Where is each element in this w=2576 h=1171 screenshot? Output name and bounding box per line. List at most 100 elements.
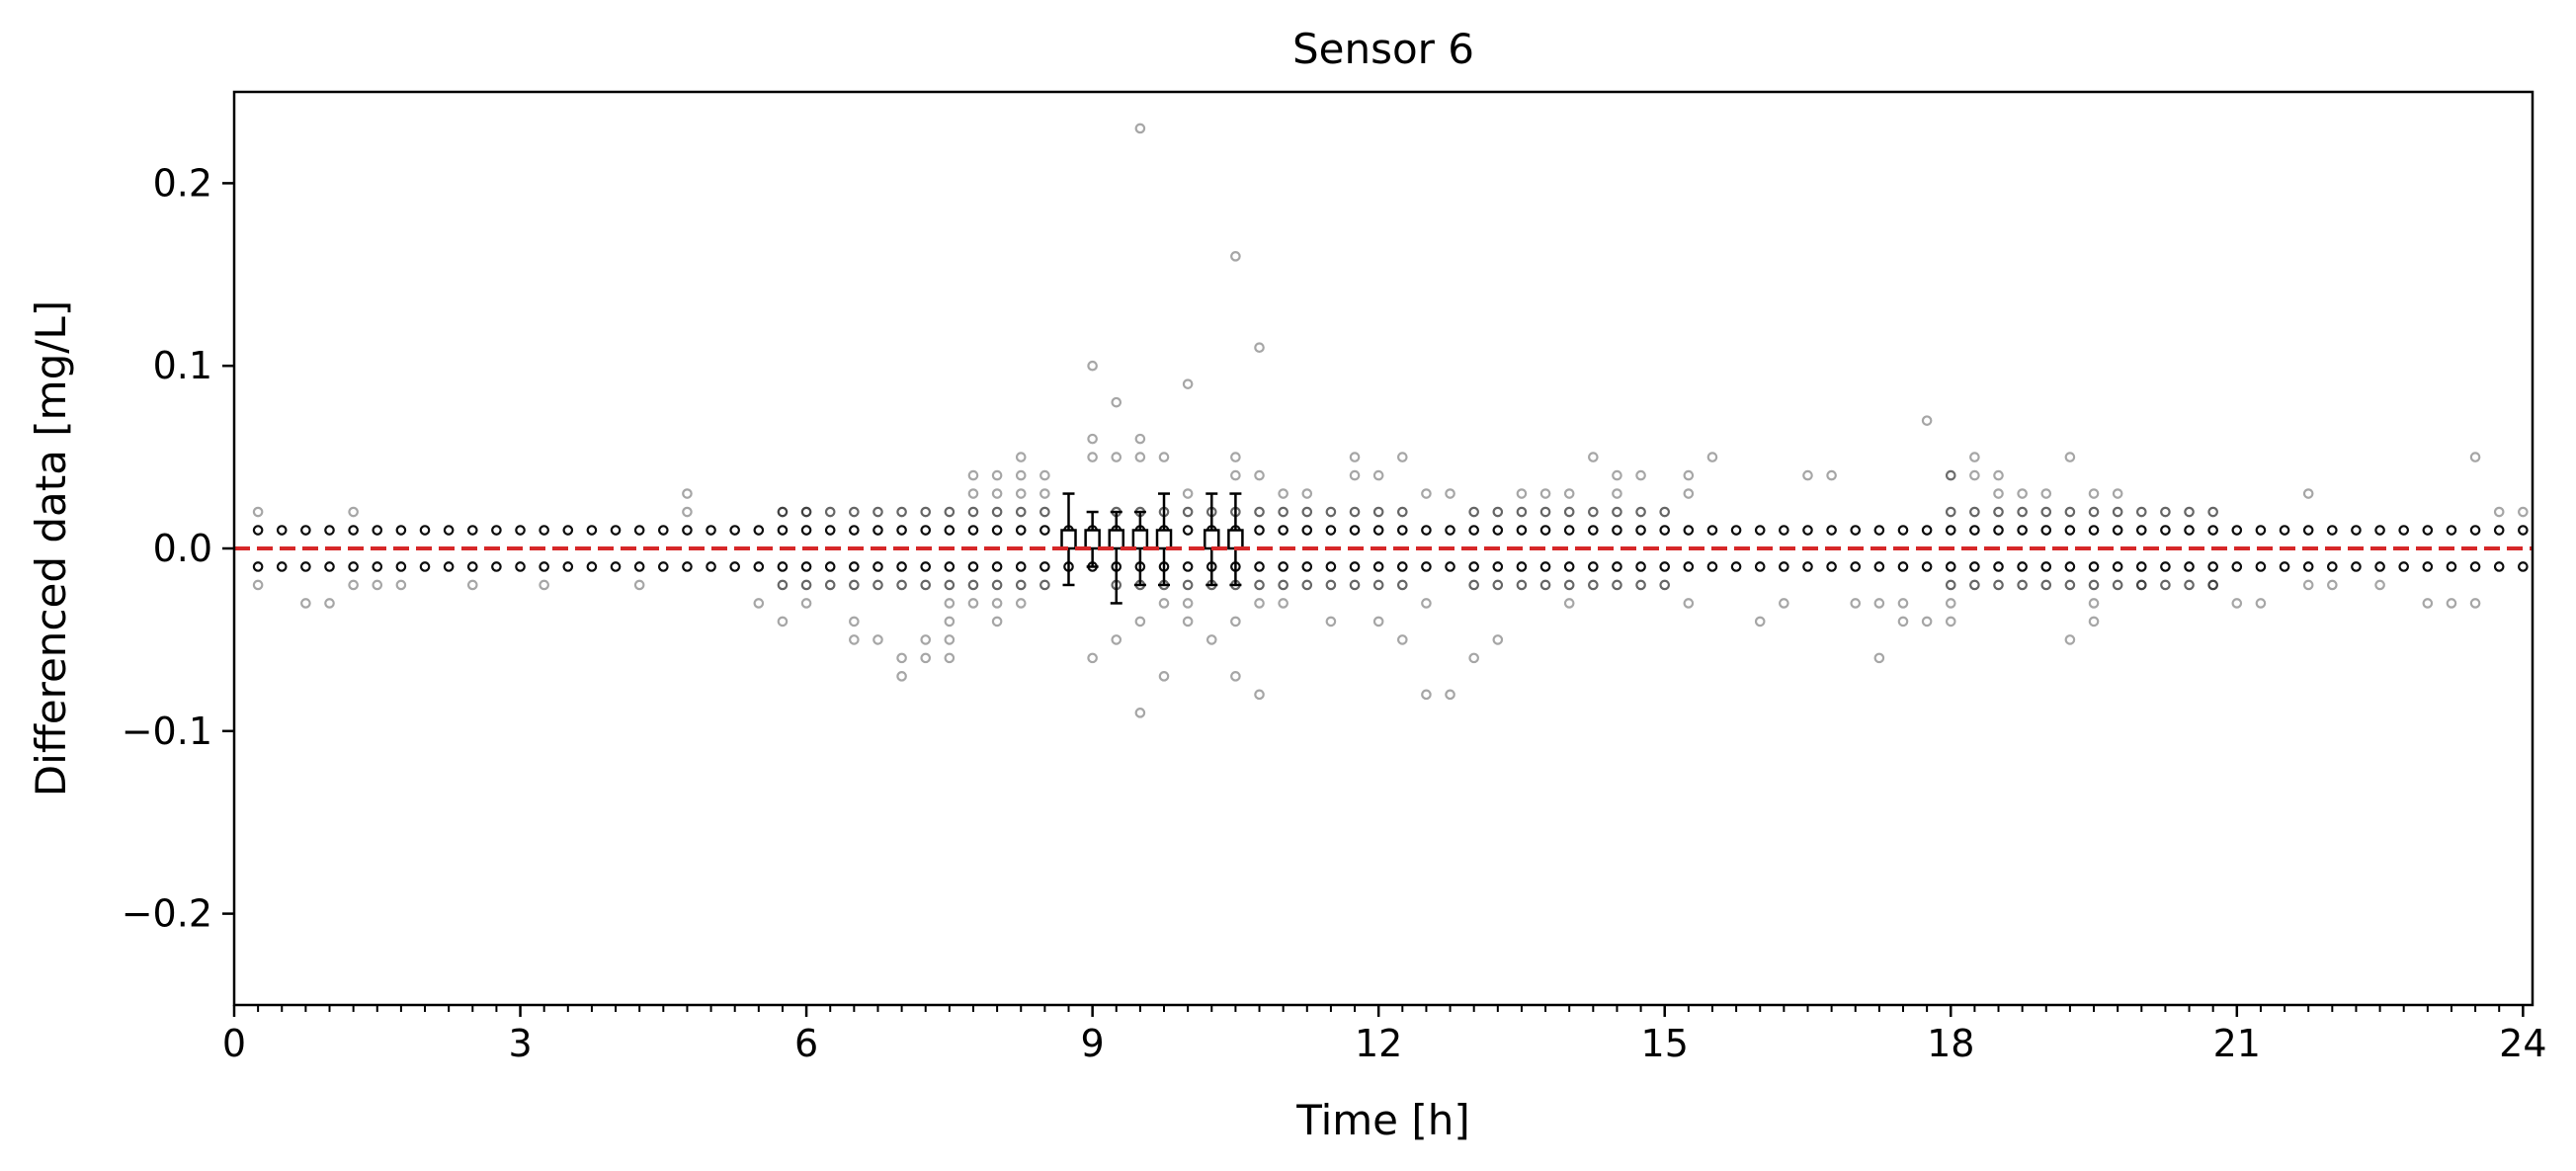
data-point xyxy=(920,561,932,572)
data-point xyxy=(2112,488,2123,499)
data-point xyxy=(944,616,956,627)
data-point xyxy=(1730,561,1742,572)
data-point xyxy=(1039,561,1050,572)
y-tick-label: 0.2 xyxy=(153,161,212,205)
data-point xyxy=(1945,616,1956,627)
data-point xyxy=(633,525,645,536)
data-point xyxy=(1254,469,1265,481)
data-point xyxy=(1683,598,1695,609)
data-point xyxy=(2160,506,2171,518)
data-point xyxy=(873,525,883,536)
data-point xyxy=(2374,579,2385,591)
data-point xyxy=(1015,488,1027,499)
data-point xyxy=(873,561,883,572)
data-point xyxy=(2207,579,2218,591)
data-point xyxy=(1182,579,1194,591)
data-point xyxy=(468,526,476,534)
data-point xyxy=(2040,506,2052,518)
data-point xyxy=(1182,378,1194,389)
data-point xyxy=(849,525,860,536)
data-point xyxy=(2135,579,2147,591)
x-tick-label: 18 xyxy=(1927,1022,1974,1065)
data-point xyxy=(706,525,716,536)
data-point xyxy=(1945,469,1956,481)
data-point xyxy=(1372,616,1384,627)
x-axis-label: Time [h] xyxy=(1295,1096,1470,1144)
data-point xyxy=(1921,561,1933,572)
data-point xyxy=(967,469,979,481)
data-point xyxy=(1945,469,1956,481)
data-point xyxy=(920,634,932,645)
data-point xyxy=(1779,598,1789,609)
data-point xyxy=(300,525,311,536)
data-point xyxy=(967,579,979,591)
data-point xyxy=(1945,506,1956,518)
data-point xyxy=(1254,598,1265,609)
box xyxy=(1084,529,1101,550)
data-point xyxy=(729,561,741,572)
data-point xyxy=(1349,525,1361,536)
data-point xyxy=(1087,452,1098,462)
data-point xyxy=(682,488,693,499)
data-point xyxy=(824,561,836,572)
data-point xyxy=(1897,561,1909,572)
data-point xyxy=(777,525,789,536)
box xyxy=(1060,529,1077,550)
data-point xyxy=(777,561,789,572)
data-point xyxy=(2088,525,2100,536)
box xyxy=(1131,529,1149,550)
data-point xyxy=(1993,561,2004,572)
data-point xyxy=(2327,579,2338,591)
data-point xyxy=(395,561,407,572)
data-point xyxy=(1563,598,1575,609)
data-point xyxy=(1492,525,1504,536)
data-point xyxy=(1612,525,1622,536)
data-point xyxy=(920,506,932,518)
data-point xyxy=(1301,525,1313,536)
data-point xyxy=(1349,561,1361,572)
data-point xyxy=(1182,488,1194,499)
y-axis-label: Differenced data [mg/L] xyxy=(27,300,75,796)
data-point xyxy=(1635,506,1646,518)
data-point xyxy=(2064,579,2076,591)
data-point xyxy=(372,561,383,572)
data-point xyxy=(1873,525,1885,536)
y-tick-label: 0.1 xyxy=(153,344,212,387)
data-point xyxy=(1969,452,1980,462)
data-point xyxy=(2279,525,2290,536)
data-point xyxy=(753,561,765,572)
data-point xyxy=(1230,452,1241,462)
data-point xyxy=(1039,579,1050,591)
data-point xyxy=(1945,525,1956,536)
data-point xyxy=(395,579,407,591)
data-point xyxy=(1969,561,1980,572)
data-point xyxy=(419,525,431,536)
data-point xyxy=(2493,561,2505,572)
data-point xyxy=(1635,525,1646,536)
data-point xyxy=(1182,525,1194,536)
data-point xyxy=(682,525,693,536)
data-point xyxy=(1421,525,1432,536)
data-point xyxy=(1516,488,1528,499)
box xyxy=(1227,529,1244,550)
data-point xyxy=(1754,561,1766,572)
data-point xyxy=(1516,506,1528,518)
data-point xyxy=(1588,452,1599,462)
data-point xyxy=(252,561,264,572)
data-point xyxy=(252,525,264,536)
data-point xyxy=(682,506,693,518)
data-point xyxy=(515,561,526,572)
data-point xyxy=(1301,579,1313,591)
data-point xyxy=(1563,579,1575,591)
data-point xyxy=(658,525,669,536)
data-point xyxy=(2231,525,2243,536)
data-point xyxy=(1612,488,1622,499)
data-point xyxy=(1993,579,2004,591)
data-point xyxy=(1612,506,1622,518)
box xyxy=(1204,529,1220,550)
y-tick-label: −0.1 xyxy=(122,710,212,753)
data-point xyxy=(1349,469,1361,481)
data-point xyxy=(1635,579,1646,591)
data-point xyxy=(2135,561,2147,572)
data-point xyxy=(1492,506,1504,518)
